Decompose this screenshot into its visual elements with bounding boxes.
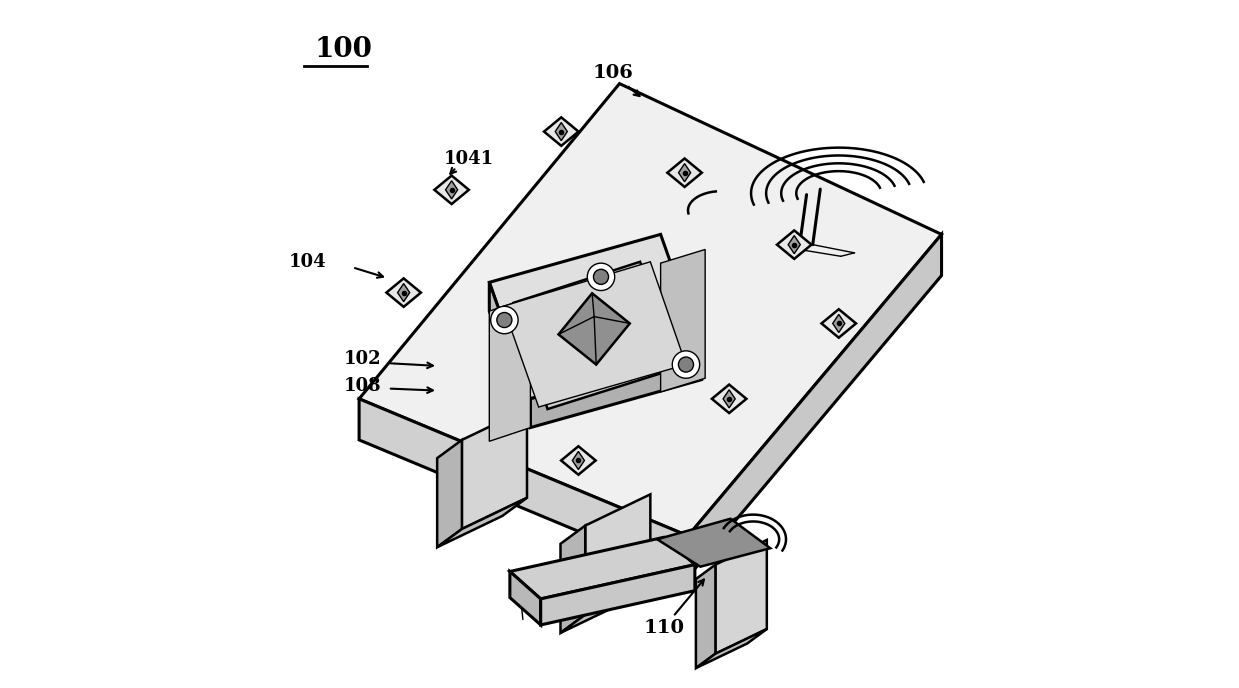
Polygon shape xyxy=(688,235,942,577)
Polygon shape xyxy=(561,447,596,475)
Polygon shape xyxy=(435,175,468,204)
Polygon shape xyxy=(696,565,715,668)
Polygon shape xyxy=(398,283,410,301)
Text: 1041: 1041 xyxy=(444,150,494,168)
Polygon shape xyxy=(660,250,705,392)
Circle shape xyxy=(593,269,608,284)
Text: 110: 110 xyxy=(643,619,684,637)
Polygon shape xyxy=(359,84,942,536)
Polygon shape xyxy=(489,297,530,441)
Polygon shape xyxy=(668,158,701,187)
Polygon shape xyxy=(585,495,650,614)
Polygon shape xyxy=(437,440,462,547)
Polygon shape xyxy=(489,235,701,399)
Polygon shape xyxy=(446,181,457,199)
Polygon shape xyxy=(724,390,735,408)
Circle shape xyxy=(587,263,615,290)
Polygon shape xyxy=(510,572,540,625)
Text: 104: 104 xyxy=(289,252,326,271)
Polygon shape xyxy=(715,540,767,654)
Text: 1061: 1061 xyxy=(560,304,611,322)
Polygon shape xyxy=(833,314,845,332)
Polygon shape xyxy=(788,235,800,254)
Polygon shape xyxy=(696,629,767,668)
Text: 100: 100 xyxy=(315,36,373,63)
Polygon shape xyxy=(503,261,686,407)
Polygon shape xyxy=(657,519,771,567)
Polygon shape xyxy=(712,385,746,413)
Polygon shape xyxy=(777,230,812,259)
Text: 102: 102 xyxy=(343,350,382,368)
Circle shape xyxy=(497,312,512,327)
Circle shape xyxy=(679,357,694,372)
Polygon shape xyxy=(462,409,527,529)
Circle shape xyxy=(491,306,518,334)
Circle shape xyxy=(673,351,700,378)
Text: 106: 106 xyxy=(592,65,633,83)
Text: 108: 108 xyxy=(343,378,382,396)
Polygon shape xyxy=(560,583,650,633)
Polygon shape xyxy=(559,293,629,365)
Polygon shape xyxy=(560,526,585,633)
Polygon shape xyxy=(510,537,695,599)
Polygon shape xyxy=(572,451,585,469)
Polygon shape xyxy=(821,309,856,338)
Polygon shape xyxy=(530,351,701,428)
Polygon shape xyxy=(387,279,421,307)
Polygon shape xyxy=(540,565,695,625)
Polygon shape xyxy=(513,261,678,409)
Polygon shape xyxy=(359,399,688,577)
Polygon shape xyxy=(437,497,527,547)
Polygon shape xyxy=(544,118,579,146)
Polygon shape xyxy=(679,164,690,182)
Polygon shape xyxy=(489,282,530,428)
Polygon shape xyxy=(555,122,567,140)
